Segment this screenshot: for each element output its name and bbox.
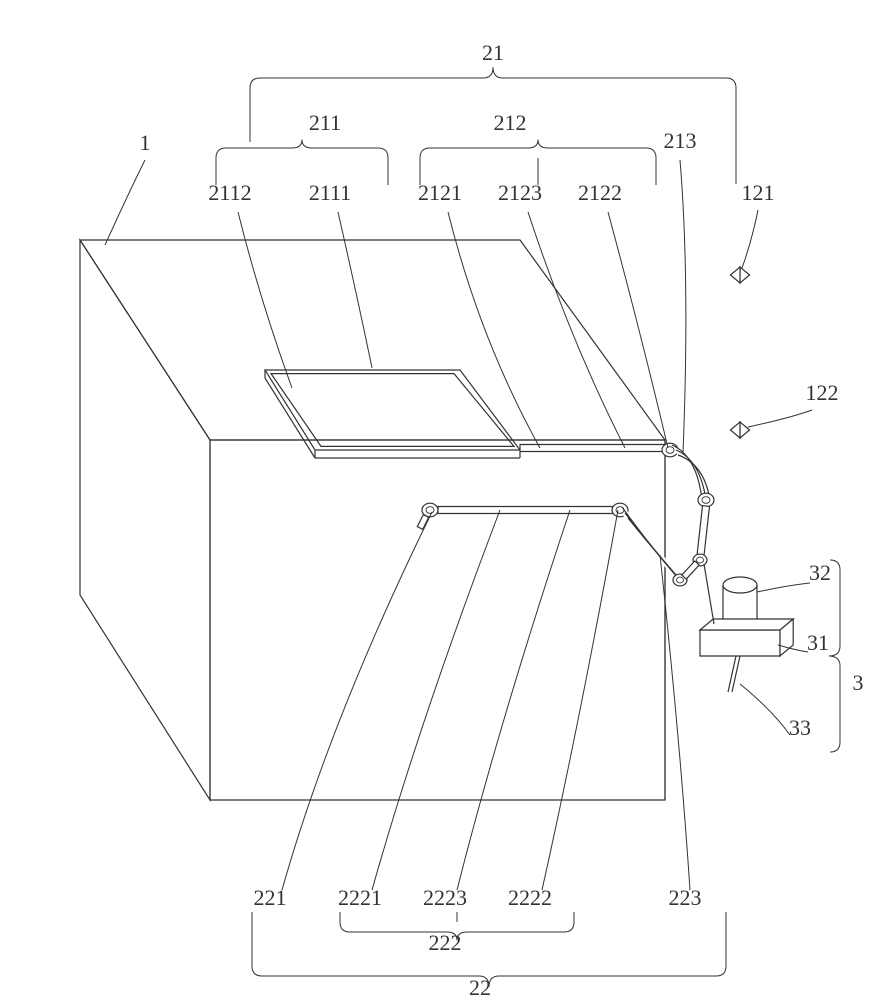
leader-2222 [542,510,618,890]
leader-213 [680,160,686,452]
leader-1 [105,160,145,245]
label-31: 31 [807,630,829,655]
label-2122: 2122 [578,180,622,205]
label-2111: 2111 [309,180,351,205]
label-33: 33 [789,715,811,740]
leader-221 [282,512,432,890]
leader-33 [740,684,790,735]
leader-2111 [338,212,372,368]
leader-2123 [528,212,625,448]
leader-2112 [238,212,292,388]
label-3: 3 [853,670,864,695]
label-221: 221 [254,885,287,910]
label-22: 22 [469,975,491,1000]
leader-2122 [608,212,668,448]
leader-121 [742,210,758,268]
box-left-face [80,240,210,800]
box-front-face [210,440,665,800]
leader-32 [757,583,810,592]
label-21: 21 [482,40,504,65]
leader-2221 [372,510,500,890]
label-211: 211 [309,110,341,135]
panel-inset [271,374,514,447]
label-213: 213 [664,128,697,153]
label-222: 222 [429,930,462,955]
unit-base-front [700,630,780,656]
panel-top [265,370,520,450]
label-2222: 2222 [508,885,552,910]
label-212: 212 [494,110,527,135]
label-2123: 2123 [498,180,542,205]
label-2121: 2121 [418,180,462,205]
label-2223: 2223 [423,885,467,910]
label-223: 223 [669,885,702,910]
label-122: 122 [806,380,839,405]
leader-122 [748,410,812,427]
label-32: 32 [809,560,831,585]
label-2112: 2112 [208,180,251,205]
leader-2121 [448,212,540,448]
leader-2223 [457,510,570,890]
label-2221: 2221 [338,885,382,910]
label-1: 1 [140,130,151,155]
motor-top [723,577,757,593]
label-121: 121 [742,180,775,205]
box-top-face [80,240,665,440]
